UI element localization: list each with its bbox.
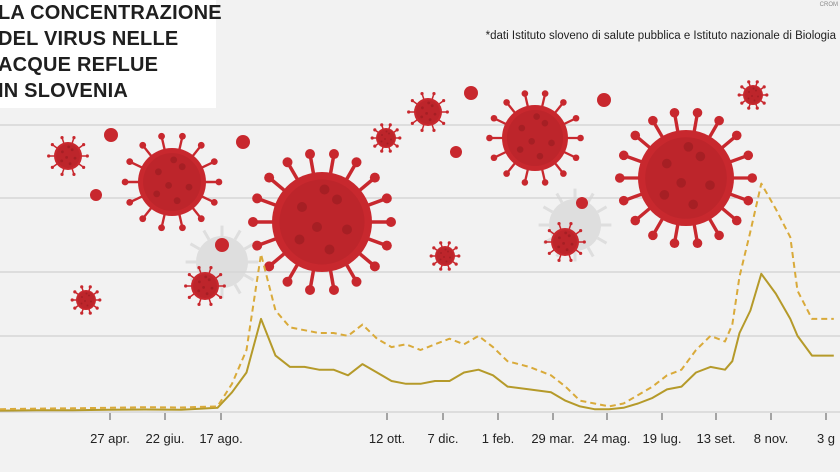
x-tick-label: 12 ott. (369, 431, 405, 446)
coronavirus-icon (486, 90, 584, 186)
x-tick-label: 8 nov. (754, 431, 788, 446)
series-line-dashed (0, 182, 834, 411)
title-box: LA CONCENTRAZIONE DEL VIRUS NELLE ACQUE … (0, 0, 222, 108)
series-group (0, 182, 834, 412)
x-tick-label: 3 g (817, 431, 835, 446)
credit-label: CROM (819, 2, 838, 8)
x-tick-label: 7 dic. (427, 431, 458, 446)
virus-particle (464, 86, 478, 100)
series-line-solid (0, 272, 834, 412)
x-tick-label: 17 ago. (199, 431, 242, 446)
x-tick-label: 29 mar. (531, 431, 574, 446)
coronavirus-icon (184, 266, 226, 306)
coronavirus-icon (737, 80, 769, 110)
virus-particle (104, 128, 118, 142)
coronavirus-icon (407, 92, 449, 132)
coronavirus-icon (429, 241, 461, 271)
title-line-1: LA CONCENTRAZIONE (0, 2, 222, 24)
x-axis-ticks: 27 apr. 22 giu. 17 ago. 12 ott. 7 dic. 1 feb.… (90, 413, 835, 446)
coronavirus-icon (370, 123, 402, 153)
virus-particle (215, 238, 229, 252)
virus-particle (90, 189, 102, 201)
virus-particle (450, 146, 462, 158)
title-line-3: ACQUE REFLUE (0, 54, 159, 76)
x-tick-label: 19 lug. (642, 431, 681, 446)
x-tick-label: 13 set. (696, 431, 735, 446)
x-tick-label: 22 giu. (145, 431, 184, 446)
coronavirus-icon (121, 132, 223, 232)
virus-particle (597, 93, 611, 107)
coronavirus-icon (248, 149, 396, 295)
virus-particle (236, 135, 250, 149)
title-line-4: IN SLOVENIA (0, 80, 128, 102)
coronavirus-icon (614, 107, 758, 249)
coronavirus-icon (47, 136, 89, 176)
virus-decorations (47, 80, 769, 315)
x-tick-label: 1 feb. (482, 431, 515, 446)
x-tick-label: 27 apr. (90, 431, 130, 446)
source-note: *dati Istituto sloveno di salute pubblic… (485, 30, 836, 42)
virus-particle (576, 197, 588, 209)
title-line-2: DEL VIRUS NELLE (0, 28, 179, 50)
coronavirus-icon (70, 285, 102, 315)
coronavirus-icon (544, 222, 586, 262)
x-tick-label: 24 mag. (584, 431, 631, 446)
